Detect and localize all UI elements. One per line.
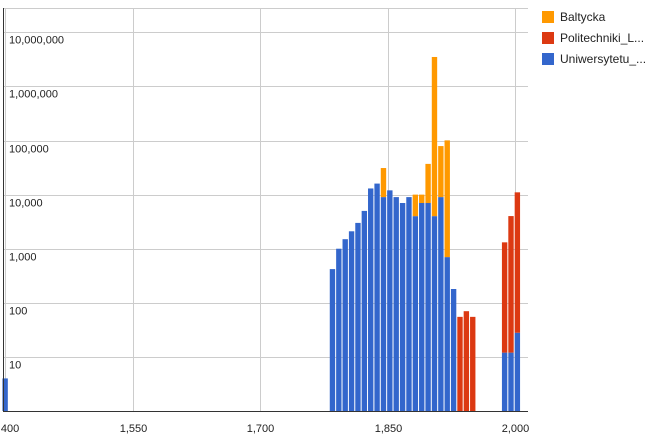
bar-segment[interactable] [393,197,399,411]
bar-segment[interactable] [419,203,425,411]
x-tick-label: 1,700 [247,423,275,435]
bars [2,56,521,411]
bar-segment[interactable] [387,190,393,411]
y-tick-label: 1,000,000 [9,89,58,101]
bar-segment[interactable] [425,163,431,204]
bar-segment[interactable] [368,188,374,411]
bar-segment[interactable] [342,239,348,411]
bar-segment[interactable] [470,316,476,411]
bar-segment[interactable] [514,332,521,411]
x-tick-label: 1,400 [0,423,19,435]
x-tick-label: 2,000 [502,423,530,435]
bar-segment[interactable] [355,222,361,411]
legend-label[interactable]: Baltycka [560,10,606,24]
legend-swatch[interactable] [542,32,554,44]
bar-segment[interactable] [438,197,444,411]
axes [3,8,528,412]
y-tick-label: 10,000 [9,198,43,210]
bar-segment[interactable] [438,146,444,198]
bar-segment[interactable] [412,216,419,411]
bar-segment[interactable] [329,269,336,411]
bar-segment[interactable] [399,203,406,411]
bar-segment[interactable] [425,203,431,411]
bar-segment[interactable] [508,216,514,353]
bar-segment[interactable] [419,194,425,203]
x-tick-label: 1,850 [375,423,403,435]
legend-label[interactable]: Uniwersytetu_... [560,52,646,66]
x-tick-label: 1,550 [120,423,148,435]
bar-segment[interactable] [431,56,438,217]
y-tick-label: 100 [9,306,27,318]
bar-segment[interactable] [463,311,470,411]
y-tick-label: 10 [9,360,21,372]
bar-segment[interactable] [514,192,521,333]
bar-segment[interactable] [444,140,450,258]
bar-segment[interactable] [380,168,387,198]
bar-segment[interactable] [444,257,450,411]
legend-swatch[interactable] [542,11,554,23]
bar-segment[interactable] [501,352,508,411]
y-axis-labels: 10 100 1,000 10,000 100,000 1,000,000 10,000,0… [9,35,64,372]
y-tick-label: 10,000,000 [9,35,64,47]
legend: Baltycka Politechniki_L... Uniwersytetu_..… [542,10,646,66]
bar-segment[interactable] [508,352,514,411]
bar-segment[interactable] [361,210,368,411]
legend-label[interactable]: Politechniki_L... [560,31,644,45]
bar-segment[interactable] [431,216,438,411]
bar-segment[interactable] [374,183,380,411]
bar-segment[interactable] [450,289,457,411]
legend-swatch[interactable] [542,53,554,65]
bar-segment[interactable] [501,242,508,353]
bar-segment[interactable] [348,231,355,411]
bar-segment[interactable] [406,197,412,411]
bar-segment[interactable] [336,248,342,411]
y-tick-label: 1,000 [9,252,37,264]
x-axis-labels: 1,400 1,550 1,700 1,850 2,000 [0,423,529,435]
bar-segment[interactable] [457,316,463,411]
bar-segment[interactable] [380,197,387,411]
y-tick-label: 100,000 [9,144,49,156]
bar-segment[interactable] [2,378,8,411]
bar-segment[interactable] [412,194,419,217]
